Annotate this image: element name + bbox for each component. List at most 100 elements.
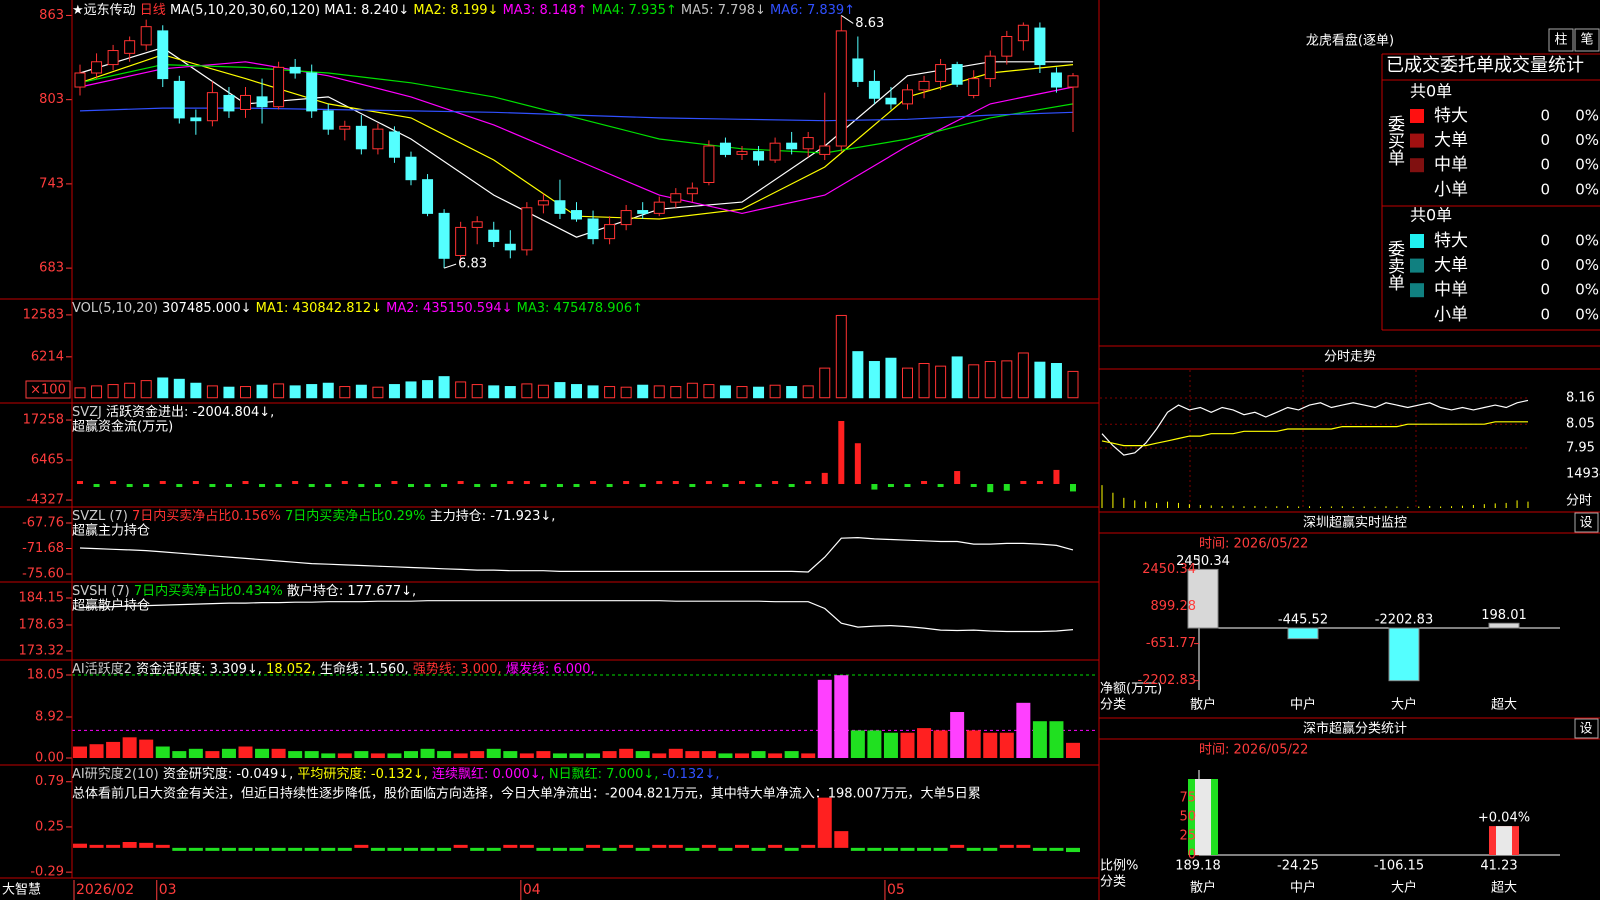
flow-bar — [275, 484, 282, 488]
active-bar — [950, 712, 965, 759]
volume-bar — [885, 357, 897, 399]
candle-body — [405, 156, 417, 181]
candle-body — [273, 66, 285, 108]
candle-body — [753, 151, 765, 161]
research-bar — [519, 844, 534, 848]
active-bar — [933, 730, 948, 759]
candle-body — [703, 145, 715, 183]
main-header: ★远东传动 日线 MA(5,10,20,30,60,120) MA1: 8.24… — [72, 3, 855, 18]
svzl-header: SVZL (7) 7日内买卖净占比0.156% 7日内买卖净占比0.29% 主力… — [72, 508, 555, 524]
svsh-subtitle: 超赢散户持仓 — [72, 598, 150, 614]
active-bar — [354, 751, 369, 759]
volume-bar — [223, 386, 235, 399]
flow-bar — [871, 484, 878, 490]
annotation-line — [841, 15, 854, 24]
row-name: 大单 — [1434, 256, 1468, 276]
value-label: 2450.34 — [1176, 554, 1230, 569]
y-tick-label: -75.60 — [22, 566, 64, 581]
volume-bar — [455, 381, 467, 399]
y-tick-label: -2202.83 — [1138, 673, 1196, 688]
y-tick-label: 8.92 — [35, 709, 64, 724]
volume-bar — [786, 386, 798, 399]
volume-bar — [918, 363, 930, 399]
active-bar — [569, 753, 584, 759]
button[interactable]: 设 — [1579, 722, 1592, 737]
research-bar — [503, 844, 518, 848]
research-bar — [850, 847, 865, 851]
y-tick-label: 14934 — [1566, 467, 1600, 482]
avg-line — [1101, 421, 1528, 447]
candle-body — [223, 94, 235, 112]
research-bar — [470, 847, 485, 851]
row-count: 0 — [1540, 305, 1550, 323]
ma-value: MA2: 8.199↓ — [413, 3, 498, 18]
color-square — [1410, 258, 1424, 273]
flow-bar — [705, 481, 712, 485]
candle-body — [1050, 72, 1062, 88]
volume-bar — [719, 385, 731, 399]
sell-label: 委卖单 — [1384, 240, 1405, 291]
research-bar — [784, 847, 799, 851]
button[interactable]: 设 — [1579, 516, 1592, 531]
row-name: 小单 — [1434, 305, 1468, 325]
monitor-title: 深圳超赢实时监控 — [1303, 515, 1407, 531]
research-bar — [619, 844, 634, 848]
candle-body — [670, 193, 682, 203]
volume-bar — [935, 365, 947, 399]
active-bar — [304, 751, 319, 759]
active-bar — [768, 753, 783, 759]
research-bar — [801, 844, 816, 848]
flow-bar — [110, 481, 117, 485]
research-bar — [453, 844, 468, 848]
active-bar — [635, 751, 650, 759]
vol-item: MA2: 435150.594↓ — [386, 301, 512, 316]
flow-bar — [838, 420, 845, 485]
flow-bar — [772, 481, 779, 485]
volume-bar — [471, 384, 483, 399]
button[interactable]: 柱 — [1554, 33, 1567, 48]
research-bar — [569, 847, 584, 851]
volume-bar — [1034, 361, 1046, 399]
candle-body — [1034, 27, 1046, 66]
volume-bar — [769, 384, 781, 399]
row-pct: 0% — [1575, 107, 1599, 125]
ai-research-name: AI研究度2(10) — [72, 766, 159, 782]
active-bar — [552, 753, 567, 759]
research-bar — [867, 847, 882, 851]
flow-bar — [623, 481, 630, 485]
sell-total: 共0单 — [1410, 206, 1452, 225]
candle-body — [422, 179, 434, 214]
research-bar — [73, 843, 87, 848]
research-bar — [172, 847, 187, 851]
volume-bar — [124, 382, 136, 399]
research-bar — [817, 797, 832, 848]
active-bar — [106, 741, 121, 759]
y-tick-label: 50 — [1179, 810, 1196, 825]
ai-active-item: 强势线: 3.000, — [413, 661, 502, 677]
row-pct: 0% — [1575, 156, 1599, 174]
candle-body — [372, 128, 384, 150]
category: 中户 — [1290, 697, 1316, 713]
net-bar — [1287, 627, 1319, 640]
monitor-time: 时间: 2026/05/22 — [1199, 537, 1308, 552]
button[interactable]: 笔 — [1580, 32, 1593, 48]
candle-body — [1001, 35, 1013, 57]
marks — [66, 14, 1560, 900]
candle-body — [686, 187, 698, 195]
research-bar — [999, 844, 1014, 848]
y-tick-label: 6214 — [31, 349, 64, 364]
volume-bar — [802, 385, 814, 399]
flow-bar — [209, 484, 216, 488]
research-bar — [205, 847, 220, 851]
row-value: -24.25 — [1277, 859, 1319, 874]
volume-bar — [388, 384, 400, 399]
research-bar — [552, 847, 567, 851]
y-tick-label: -71.68 — [22, 541, 64, 556]
research-bar — [751, 847, 766, 851]
candle-body — [571, 210, 582, 220]
research-bar — [701, 844, 716, 848]
row-name: 特大 — [1434, 231, 1468, 251]
volume-bar — [91, 385, 103, 399]
active-bar — [735, 753, 749, 759]
volume-bar — [107, 384, 119, 399]
